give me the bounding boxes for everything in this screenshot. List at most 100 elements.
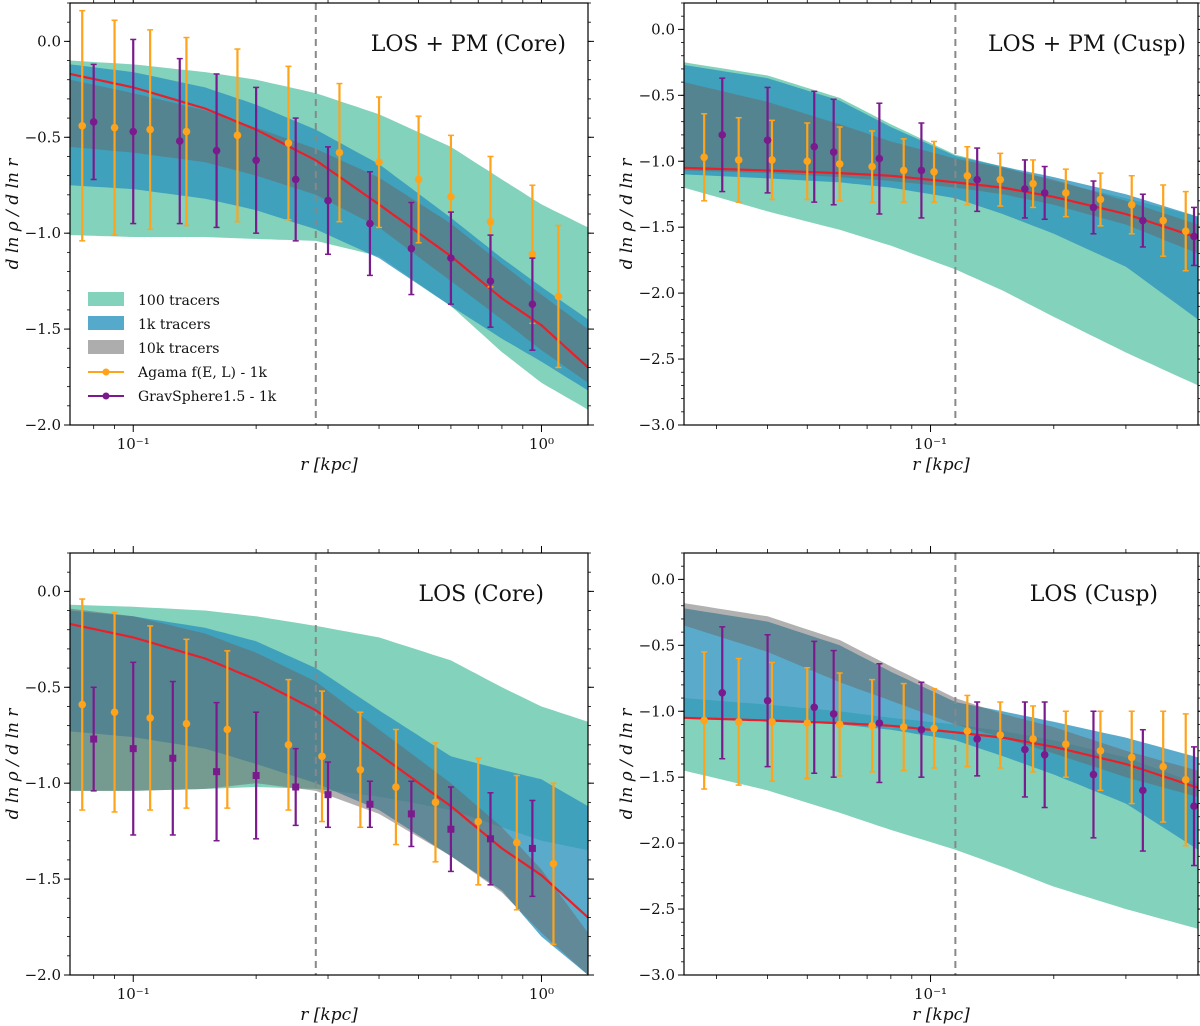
agama-point [233, 131, 242, 140]
y-tick-label: −3.0 [639, 416, 675, 434]
y-tick-label: −1.0 [639, 152, 675, 170]
agama-point [528, 250, 537, 259]
panel-title: LOS + PM (Cusp) [988, 32, 1186, 57]
agama-point [431, 798, 440, 807]
gravsphere-point [1089, 203, 1098, 212]
gravsphere-point [763, 696, 772, 705]
panel-title: LOS (Cusp) [1030, 582, 1158, 607]
legend-label: GravSphere1.5 - 1k [138, 389, 277, 405]
agama-point [1029, 179, 1037, 188]
agama-point [868, 162, 876, 171]
agama-point [284, 139, 293, 147]
agama-point [1062, 740, 1070, 749]
gravsphere-point [1089, 770, 1098, 779]
gravsphere-point [1190, 802, 1198, 810]
truth-line [684, 716, 1198, 789]
agama-point [803, 157, 812, 166]
gravsphere-point [175, 137, 184, 145]
legend: 100 tracers 1k tracers 10k tracers Agama f(… [88, 292, 277, 405]
x-tick-label: 10⁰ [529, 985, 554, 1003]
agama-point [474, 817, 483, 826]
gravsphere-point [169, 754, 177, 762]
legend-item-agama: Agama f(E, L) - 1k [88, 365, 268, 381]
agama-point [1127, 200, 1136, 209]
x-tick-label: 10⁻¹ [914, 985, 947, 1003]
agama-series [78, 598, 558, 946]
y-tick-label: −0.5 [639, 636, 675, 654]
gravsphere-point [1021, 185, 1029, 193]
agama-point [963, 171, 972, 180]
y-tick-label: −2.0 [639, 834, 675, 852]
legend-swatch [88, 292, 124, 306]
agama-point [549, 859, 558, 868]
y-tick-label: −1.0 [25, 774, 61, 792]
gravsphere-point [486, 835, 494, 843]
gravsphere-series [89, 38, 537, 351]
agama-point [335, 148, 344, 157]
gravsphere-point [486, 277, 495, 285]
gravsphere-point [875, 154, 884, 163]
legend-label: 100 tracers [138, 293, 220, 309]
agama-point [899, 166, 908, 175]
gravsphere-point [1040, 189, 1049, 197]
y-tick-label: −2.0 [25, 966, 61, 984]
y-tick-label: −1.5 [639, 768, 675, 786]
gravsphere-point [129, 745, 137, 753]
plot-area [70, 553, 588, 975]
legend-label: Agama f(E, L) - 1k [137, 365, 268, 381]
y-axis-label: d ln ρ / d ln r [617, 708, 637, 820]
gravsphere-point [89, 118, 98, 126]
agama-point [554, 292, 563, 301]
y-axis-label: d ln ρ / d ln r [617, 158, 637, 270]
gravsphere-point [129, 127, 138, 136]
y-axis-label: d ln ρ / d ln r [3, 708, 23, 820]
gravsphere-point [407, 244, 416, 253]
agama-series [700, 113, 1190, 272]
agama-point [1159, 762, 1167, 771]
agama-point [734, 718, 743, 726]
gravsphere-point [829, 148, 838, 156]
legend-marker [102, 392, 110, 400]
gravsphere-point [366, 219, 374, 228]
gravsphere-point [252, 772, 260, 780]
gravsphere-point [407, 810, 415, 818]
agama-point [996, 175, 1005, 184]
agama-point [835, 160, 844, 168]
y-tick-label: −0.5 [25, 678, 61, 696]
gravsphere-point [917, 166, 926, 175]
gravsphere-point [213, 768, 221, 776]
panel-core_los: 0.0 −0.5 −1.0 −1.5 −2.0 10⁻¹ 10⁰ r [kpc] d ln ρ … [3, 546, 594, 1025]
agama-point [734, 156, 743, 164]
gravsphere-point [366, 800, 374, 808]
agama-point [1181, 776, 1190, 784]
agama-series [78, 9, 563, 369]
agama-point [1029, 735, 1037, 743]
agama-point [284, 741, 293, 749]
agama-point [182, 719, 191, 728]
agama-point [899, 723, 908, 731]
agama-series [700, 651, 1190, 847]
gravsphere-series [718, 626, 1198, 867]
gravsphere-point [810, 703, 819, 712]
y-tick-label: −2.0 [639, 284, 675, 302]
agama-point [146, 714, 154, 722]
panel-core_pm: 0.0 −0.5 −1.0 −1.5 −2.0 10⁻¹ 10⁰ r [kpc] d ln ρ … [3, 0, 594, 475]
panel-cusp_los: 0.0 −0.5 −1.0 −1.5 −2.0 −2.5 −3.0 10⁻¹ r [kpc] d … [617, 546, 1200, 1025]
gravsphere-point [1190, 232, 1198, 241]
plot-area [684, 553, 1198, 975]
agama-point [1127, 753, 1136, 762]
y-tick-label: −1.5 [639, 218, 675, 236]
y-tick-label: 0.0 [37, 582, 61, 600]
x-tick-label: 10⁻¹ [117, 435, 150, 453]
y-tick-label: −3.0 [639, 966, 675, 984]
gravsphere-point [973, 175, 981, 184]
gravsphere-point [291, 175, 300, 184]
legend-label: 10k tracers [138, 341, 219, 357]
y-tick-label: −1.5 [25, 870, 61, 888]
y-tick-label: −0.5 [25, 128, 61, 146]
agama-point [375, 158, 383, 167]
gravsphere-point [447, 254, 455, 262]
gravsphere-point [763, 136, 772, 144]
agama-point [700, 153, 708, 162]
agama-point [146, 125, 154, 134]
